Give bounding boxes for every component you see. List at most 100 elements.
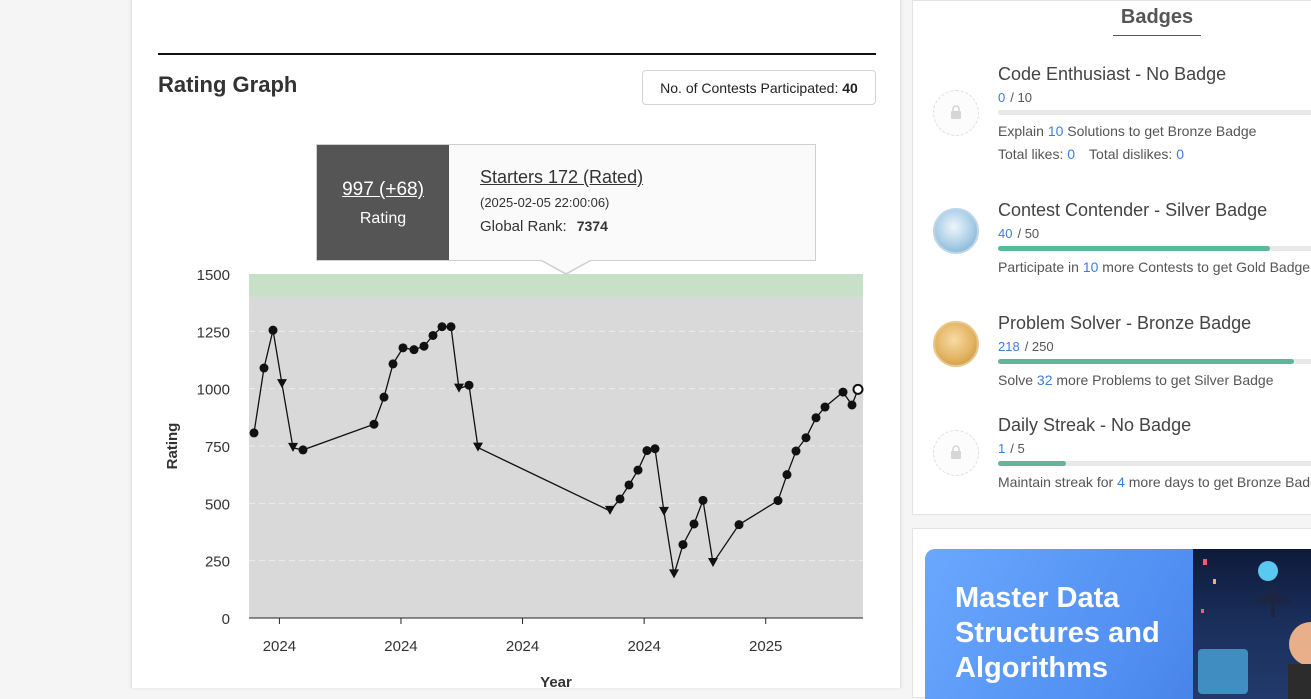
rating-point xyxy=(791,446,801,456)
desc-post: more Problems to get Silver Badge xyxy=(1052,372,1274,388)
desc-pre: Explain xyxy=(998,123,1048,139)
rating-drop-point xyxy=(454,383,464,393)
badge-name: Problem Solver - Bronze Badge xyxy=(998,313,1252,333)
x-tick-label: 2025 xyxy=(749,638,782,655)
tooltip-rank: Global Rank: 7374 xyxy=(480,218,643,235)
desc-num: 10 xyxy=(1047,123,1064,139)
dsa-course-banner[interactable]: Master Data Structures and Algorithms xyxy=(925,549,1311,699)
rating-point xyxy=(811,413,821,423)
rating-point xyxy=(801,433,811,443)
rating-point xyxy=(464,380,474,390)
tooltip-info: Starters 172 (Rated) (2025-02-05 22:00:0… xyxy=(480,167,643,235)
badge-progress-fill xyxy=(998,461,1066,466)
rating-drop-point xyxy=(708,557,718,567)
badges-title: Badges xyxy=(1113,6,1201,36)
rating-point xyxy=(369,419,379,429)
rating-point xyxy=(633,465,643,475)
rating-point xyxy=(678,540,688,550)
badge-progress-bar xyxy=(998,246,1311,251)
section-divider xyxy=(158,53,876,55)
contests-participated-box: No. of Contests Participated: 40 xyxy=(642,70,876,105)
rating-point xyxy=(698,495,708,505)
desc-num: 10 xyxy=(1082,259,1099,275)
badge-progress-bar xyxy=(998,461,1311,466)
rating-point xyxy=(642,446,652,456)
rating-drop-point xyxy=(473,442,483,452)
rating-point xyxy=(650,444,660,454)
rating-point xyxy=(419,341,429,351)
y-tick-label: 0 xyxy=(222,611,230,628)
badge-progress-text: 1 / 5 xyxy=(998,441,1025,456)
desc-num: 32 xyxy=(1036,372,1053,388)
rating-point xyxy=(388,359,398,369)
desc-post: Solutions to get Bronze Badge xyxy=(1063,123,1257,139)
lock-icon xyxy=(933,90,979,136)
desc-pre: Participate in xyxy=(998,259,1083,275)
badge-progress-fill xyxy=(998,246,1270,251)
badge-likes: Total likes: 0 Total dislikes: 0 xyxy=(998,146,1184,162)
rating-point xyxy=(249,428,259,438)
badge-name: Contest Contender - Silver Badge xyxy=(998,200,1268,220)
tooltip-rating-panel: 997 (+68) Rating xyxy=(317,145,449,260)
ad-illustration xyxy=(1193,549,1311,699)
badge-description: Maintain streak for 4 more days to get B… xyxy=(998,474,1311,490)
tooltip-arrow xyxy=(542,260,590,273)
rating-drop-point xyxy=(288,442,298,452)
badge-progress-text: 218 / 250 xyxy=(998,339,1054,354)
rating-graph-card: Rating Graph No. of Contests Participate… xyxy=(131,0,901,688)
rating-drop-point xyxy=(669,569,679,579)
rating-point xyxy=(734,520,744,530)
likes-value: 0 xyxy=(1067,146,1076,162)
x-tick-label: 2024 xyxy=(627,638,660,655)
badge-current: 40 xyxy=(998,226,1013,241)
rating-point xyxy=(847,400,857,410)
rating-point xyxy=(379,392,389,402)
rating-point xyxy=(689,519,699,529)
badge-description: Solve 32 more Problems to get Silver Bad… xyxy=(998,372,1274,388)
desc-pre: Solve xyxy=(998,372,1037,388)
rating-point xyxy=(615,494,625,504)
badge-progress-bar xyxy=(998,359,1311,364)
rating-chart[interactable]: 1500 1250 1000 750 500 250 0 2024 2024 2024 2024 20… xyxy=(132,0,902,688)
y-tick-label: 500 xyxy=(205,496,230,513)
badge-current: 218 xyxy=(998,339,1020,354)
tooltip-datetime: (2025-02-05 22:00:06) xyxy=(480,195,610,210)
rating-point xyxy=(782,470,792,480)
y-tick-label: 250 xyxy=(205,554,230,571)
silver-badge-icon xyxy=(933,208,979,254)
y-tick-label: 750 xyxy=(205,439,230,456)
tooltip-contest-link[interactable]: Starters 172 (Rated) xyxy=(480,167,644,187)
likes-label: Total likes: xyxy=(998,146,1064,162)
badge-total: / 5 xyxy=(1010,441,1025,456)
badge-progress-bar xyxy=(998,110,1311,115)
badge-progress-text: 0 / 10 xyxy=(998,90,1032,105)
x-tick-label: 2024 xyxy=(506,638,539,655)
dislikes-label: Total dislikes: xyxy=(1089,146,1173,162)
bronze-badge-icon xyxy=(933,321,979,367)
rating-band xyxy=(249,274,863,297)
desc-num: 4 xyxy=(1117,474,1125,490)
badge-name: Code Enthusiast - No Badge xyxy=(998,64,1227,84)
current-rating-point xyxy=(852,383,864,395)
x-tick-label: 2024 xyxy=(263,638,296,655)
contests-count: 40 xyxy=(842,80,858,96)
badge-current: 0 xyxy=(998,90,1006,105)
rating-point xyxy=(409,345,419,355)
x-axis-title: Year xyxy=(540,674,572,688)
desc-post: more days to get Bronze Badge xyxy=(1124,474,1311,490)
badge-total: / 10 xyxy=(1010,90,1032,105)
tooltip-rank-label: Global Rank: xyxy=(480,218,567,235)
tooltip-rank-value: 7374 xyxy=(576,218,608,234)
desc-pre: Maintain streak for xyxy=(998,474,1118,490)
tooltip-rating[interactable]: 997 (+68) xyxy=(342,179,424,200)
rating-point xyxy=(259,363,269,373)
badges-card: Badges Code Enthusiast - No Badge 0/ 10 … xyxy=(912,0,1311,515)
badge-current: 1 xyxy=(998,441,1006,456)
rating-graph-title: Rating Graph xyxy=(158,72,298,97)
rating-point xyxy=(437,322,447,332)
badge-total: / 50 xyxy=(1017,226,1040,241)
lock-icon xyxy=(933,430,979,476)
y-tick-label: 1250 xyxy=(197,324,230,341)
y-axis-title: Rating xyxy=(164,423,181,470)
tooltip-rating-label: Rating xyxy=(359,210,407,227)
